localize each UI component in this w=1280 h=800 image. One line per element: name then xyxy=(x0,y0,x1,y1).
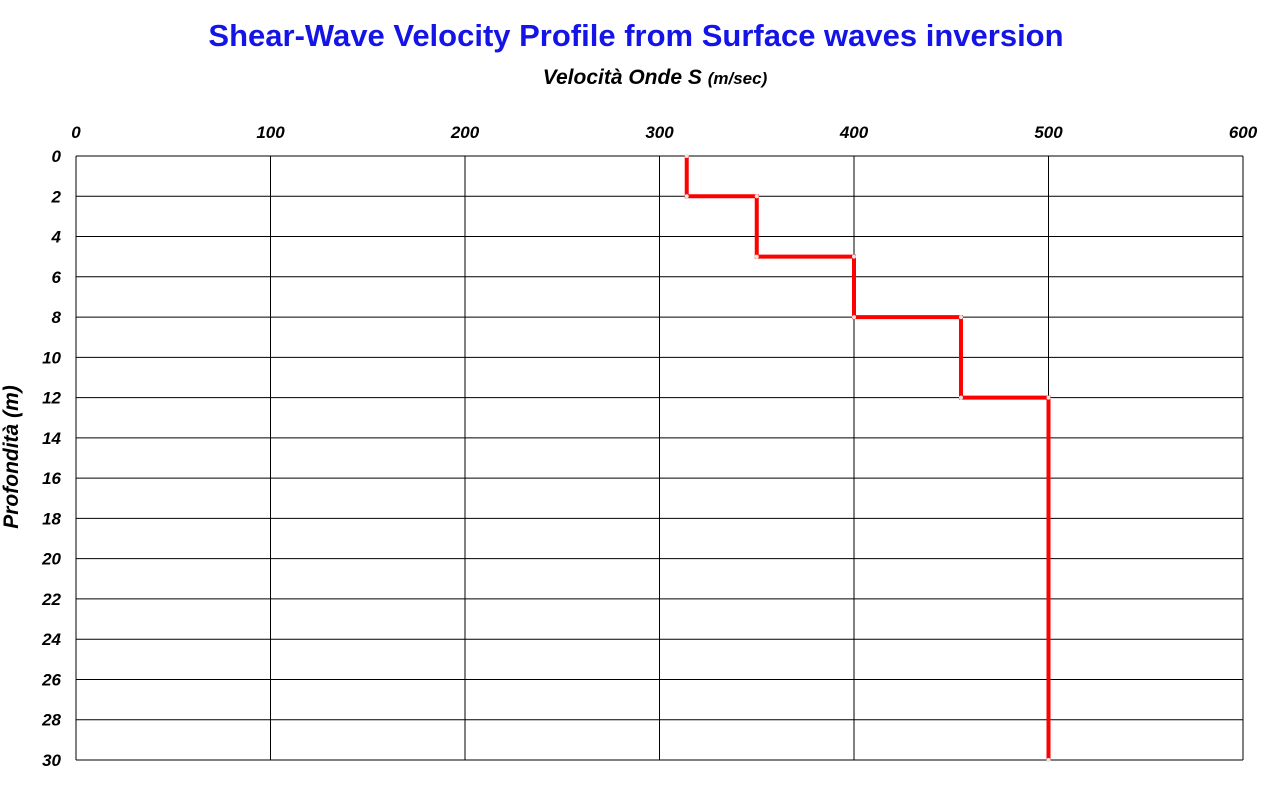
grid-lines xyxy=(75,155,1244,761)
y-tick-label: 16 xyxy=(42,469,61,488)
y-tick-label: 26 xyxy=(41,670,61,689)
data-point xyxy=(852,254,856,259)
y-tick-label: 18 xyxy=(42,509,61,528)
y-tick-label: 2 xyxy=(51,187,62,206)
x-tick-label: 500 xyxy=(1034,123,1063,142)
y-tick-label: 12 xyxy=(42,389,61,408)
chart-title: Shear-Wave Velocity Profile from Surface… xyxy=(208,18,1064,53)
y-tick-label: 24 xyxy=(41,630,61,649)
x-axis-label-text: Velocità Onde S xyxy=(542,66,702,89)
y-tick-label: 14 xyxy=(42,429,61,448)
y-tick-label: 20 xyxy=(41,550,61,569)
data-point xyxy=(1046,395,1051,400)
data-point xyxy=(684,194,689,199)
x-tick-label: 200 xyxy=(450,123,480,142)
y-tick-label: 30 xyxy=(42,751,61,770)
data-point xyxy=(958,395,963,400)
data-point xyxy=(852,315,856,320)
x-tick-label: 400 xyxy=(839,123,869,142)
y-tick-label: 22 xyxy=(41,590,61,609)
x-tick-label: 100 xyxy=(256,123,285,142)
x-axis-label: Velocità Onde S (m/sec) xyxy=(0,66,1280,90)
y-tick-label: 8 xyxy=(52,308,62,327)
x-tick-label: 600 xyxy=(1229,123,1258,142)
x-axis-label-unit: (m/sec) xyxy=(707,69,768,88)
series-layer xyxy=(684,154,1051,762)
velocity-profile-line xyxy=(684,156,1051,760)
x-tick-label: 300 xyxy=(645,123,674,142)
data-point xyxy=(684,154,689,158)
y-tick-label: 0 xyxy=(52,147,62,166)
data-point xyxy=(754,254,759,259)
y-tick-label: 6 xyxy=(52,268,62,287)
data-point xyxy=(754,194,759,199)
data-point xyxy=(958,315,963,320)
y-tick-label: 28 xyxy=(41,711,61,730)
x-tick-labels: 0 100 200 300 400 500 600 xyxy=(71,123,1257,142)
y-tick-label: 4 xyxy=(51,228,62,247)
y-tick-label: 10 xyxy=(42,348,61,367)
x-tick-label: 0 xyxy=(71,123,81,142)
data-point xyxy=(1046,758,1051,762)
